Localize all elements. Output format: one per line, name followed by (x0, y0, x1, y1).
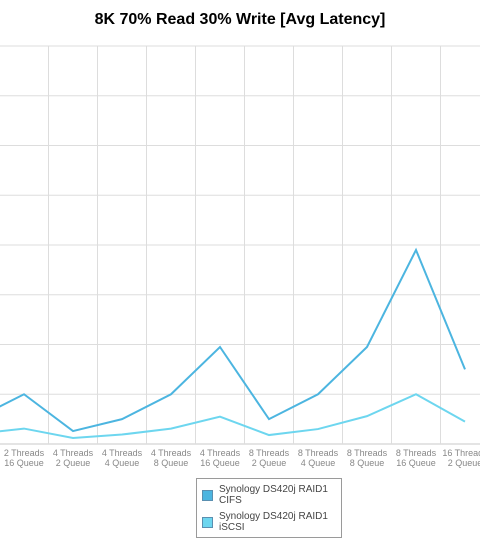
grid (0, 45, 480, 445)
x-tick-label: 4 Threads 8 Queue (151, 448, 192, 468)
legend-label-iscsi: Synology DS420j RAID1 iSCSI (219, 511, 328, 533)
x-tick-label: 4 Threads 2 Queue (53, 448, 94, 468)
series-line-1[interactable] (0, 393, 466, 440)
series-line-0[interactable] (0, 247, 466, 433)
legend-swatch-iscsi (202, 517, 213, 528)
x-tick-label: 8 Threads 2 Queue (249, 448, 290, 468)
legend: Synology DS420j RAID1 CIFS Synology DS42… (196, 478, 342, 538)
x-tick-label: 4 Threads 4 Queue (102, 448, 143, 468)
series-lines (0, 247, 466, 440)
legend-swatch-cifs (202, 490, 213, 501)
x-tick-label: 8 Threads 8 Queue (347, 448, 388, 468)
chart-title: 8K 70% Read 30% Write [Avg Latency] (94, 11, 386, 28)
x-tick-label: 8 Threads 16 Queue (396, 448, 437, 468)
x-tick-label: 4 Threads 16 Queue (200, 448, 241, 468)
x-tick-label: 2 Threads 16 Queue (4, 448, 45, 468)
legend-label-cifs: Synology DS420j RAID1 CIFS (219, 484, 328, 506)
x-tick-label: 8 Threads 4 Queue (298, 448, 339, 468)
